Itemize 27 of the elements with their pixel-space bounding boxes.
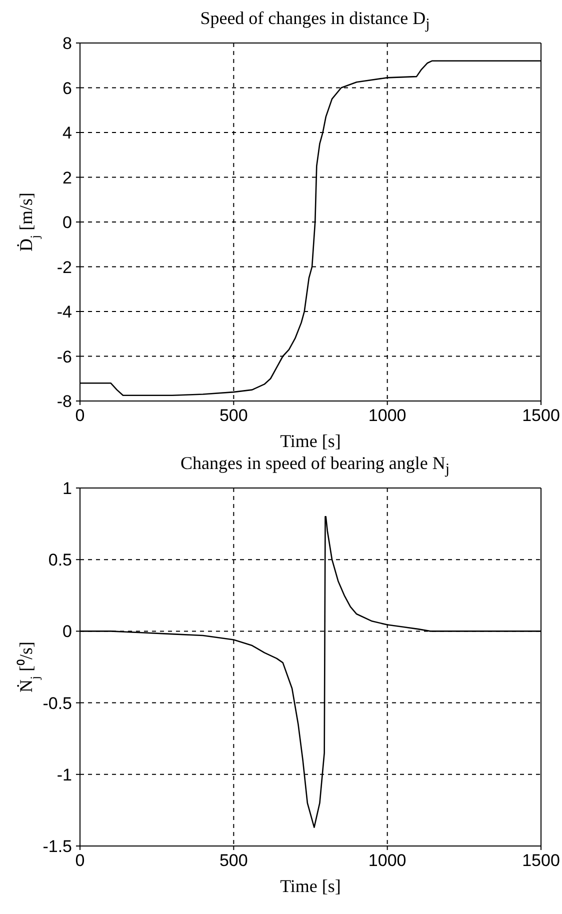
y-tick-label: 1: [62, 479, 72, 498]
x-tick-label: 0: [75, 406, 85, 426]
x-tick-label: 1500: [522, 406, 560, 426]
y-tick-label: -2: [56, 258, 72, 277]
chart-title: Changes in speed of bearing angle N$_{j}$: [179, 453, 451, 479]
y-tick-label: 0.5: [48, 550, 72, 570]
y-tick-label: -8: [56, 392, 72, 412]
x-tick-label: 0: [75, 851, 85, 870]
y-tick-label: 8: [62, 34, 72, 54]
x-axis-title: Time [s]: [280, 431, 341, 451]
y-tick-label: -1: [56, 765, 72, 784]
chart-title: Speed of changes in distance D$_{j}$: [199, 8, 431, 34]
y-tick-label: 6: [62, 78, 72, 98]
y-tick-label: 0: [62, 622, 72, 642]
y-tick-label: 4: [62, 124, 72, 143]
y-tick-label: -4: [56, 302, 72, 322]
y-tick-label: 2: [62, 168, 72, 188]
x-tick-label: 1500: [522, 851, 560, 870]
y-tick-label: -1.5: [42, 837, 72, 856]
y-tick-label: -6: [56, 347, 72, 366]
x-tick-label: 500: [219, 851, 248, 870]
x-tick-label: 1000: [368, 851, 406, 870]
x-tick-label: 1000: [368, 406, 406, 426]
x-tick-label: 500: [219, 406, 248, 426]
x-axis-title: Time [s]: [280, 876, 341, 896]
y-tick-label: -0.5: [42, 694, 72, 713]
y-tick-label: 0: [62, 213, 72, 232]
